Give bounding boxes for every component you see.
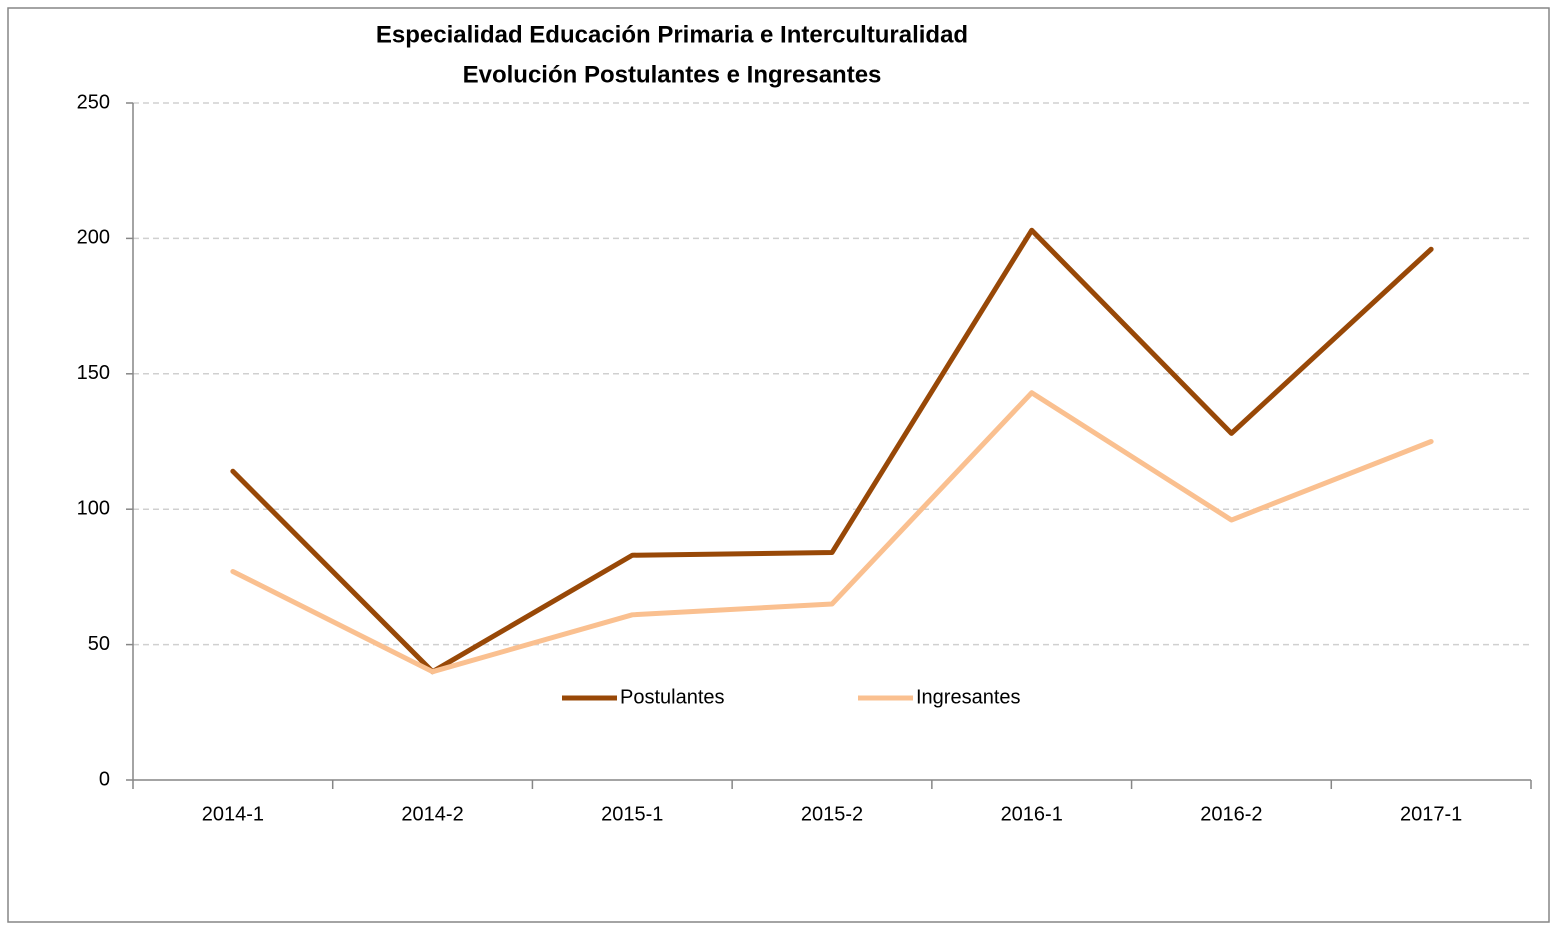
x-tick-label: 2016-2 (1200, 803, 1262, 825)
x-tick-label: 2017-1 (1400, 803, 1462, 825)
legend-label: Ingresantes (916, 686, 1021, 708)
chart-subtitle: Evolución Postulantes e Ingresantes (463, 61, 882, 88)
y-tick-label: 200 (77, 227, 110, 249)
x-tick-label: 2014-1 (202, 803, 264, 825)
y-tick-label: 150 (77, 362, 110, 384)
y-tick-label: 250 (77, 91, 110, 113)
x-tick-label: 2015-2 (801, 803, 863, 825)
y-tick-label: 0 (99, 768, 110, 790)
y-tick-label: 100 (77, 497, 110, 519)
x-tick-label: 2015-1 (601, 803, 663, 825)
chart-frame (7, 7, 1550, 923)
series-line (230, 390, 1434, 675)
x-tick-label: 2016-1 (1001, 803, 1063, 825)
y-tick-label: 50 (88, 633, 110, 655)
legend-label: Postulantes (620, 686, 725, 708)
chart-title: Especialidad Educación Primaria e Interc… (376, 21, 968, 48)
x-tick-label: 2014-2 (401, 803, 463, 825)
